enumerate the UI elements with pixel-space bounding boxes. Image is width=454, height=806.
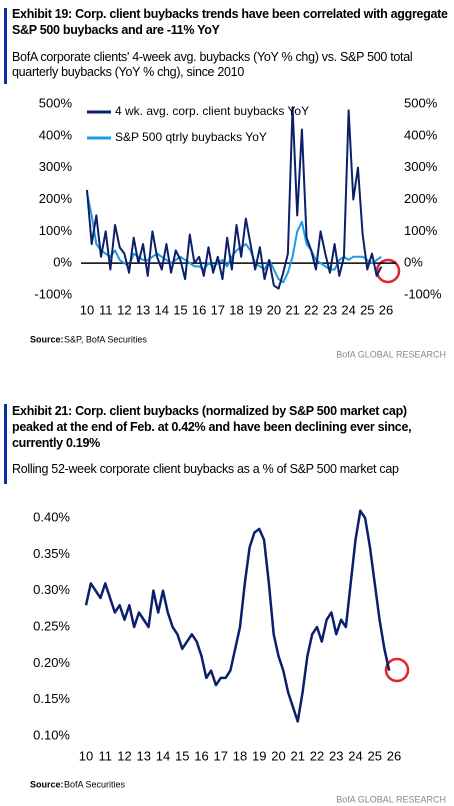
y-tick-label: 0.20% xyxy=(33,655,70,670)
x-tick-label: 19 xyxy=(248,302,262,317)
x-tick-label: 17 xyxy=(214,748,228,763)
source: BofA Securities xyxy=(64,779,126,789)
x-tick-label: 17 xyxy=(211,302,225,317)
x-tick-label: 23 xyxy=(329,748,343,763)
x-tick-label: 18 xyxy=(233,748,247,763)
y2-tick-label: 200% xyxy=(404,191,438,206)
source: S&P, BofA Securities xyxy=(64,334,147,344)
x-tick-label: 19 xyxy=(252,748,266,763)
legend-label: 4 wk. avg. corp. client buybacks YoY xyxy=(115,104,309,118)
x-tick-label: 10 xyxy=(80,302,94,317)
y-tick-label: 0.40% xyxy=(33,509,70,524)
x-tick-label: 21 xyxy=(285,302,299,317)
x-tick-label: 22 xyxy=(304,302,318,317)
x-tick-label: 20 xyxy=(271,748,285,763)
x-tick-label: 16 xyxy=(192,302,206,317)
x-tick-label: 26 xyxy=(387,748,401,763)
accent-bar xyxy=(4,8,7,84)
x-tick-label: 16 xyxy=(194,748,208,763)
series-line xyxy=(86,106,383,290)
series-line xyxy=(84,509,391,723)
x-tick-label: 25 xyxy=(368,748,382,763)
y-tick-label: 100% xyxy=(39,223,73,238)
y-tick-label: 400% xyxy=(39,127,73,142)
chart-title: Exhibit 19: Corp. client buybacks trends… xyxy=(12,7,448,37)
x-tick-label: 13 xyxy=(136,302,150,317)
highlight-circle xyxy=(384,657,410,683)
x-tick-label: 14 xyxy=(156,748,170,763)
chart-subtitle: BofA corporate clients' 4-week avg. buyb… xyxy=(12,50,413,79)
x-tick-label: 24 xyxy=(348,748,362,763)
chart-title: Exhibit 21: Corp. client buybacks (norma… xyxy=(12,404,412,450)
x-tick-label: 15 xyxy=(173,302,187,317)
y2-tick-label: 300% xyxy=(404,159,438,174)
x-tick-label: 26 xyxy=(379,302,393,317)
y2-tick-label: -100% xyxy=(404,286,442,301)
x-tick-label: 12 xyxy=(117,302,131,317)
source-label: Source: xyxy=(30,334,64,344)
x-tick-label: 12 xyxy=(117,748,131,763)
y-tick-label: -100% xyxy=(34,286,72,301)
x-tick-label: 11 xyxy=(99,748,113,763)
x-tick-label: 25 xyxy=(360,302,374,317)
x-tick-label: 23 xyxy=(323,302,337,317)
x-tick-label: 20 xyxy=(267,302,281,317)
y2-tick-label: 500% xyxy=(404,95,438,110)
y-tick-label: 0.35% xyxy=(33,546,70,561)
highlight-circle xyxy=(375,258,401,284)
x-tick-label: 11 xyxy=(99,302,113,317)
y2-tick-label: 100% xyxy=(404,223,438,238)
y-tick-label: 0.25% xyxy=(33,618,70,633)
x-tick-label: 13 xyxy=(137,748,151,763)
y-tick-label: 0% xyxy=(53,255,72,270)
y-tick-label: 200% xyxy=(39,191,73,206)
x-tick-label: 22 xyxy=(310,748,324,763)
y-tick-label: 0.10% xyxy=(33,727,70,742)
y2-tick-label: 0% xyxy=(404,255,423,270)
footer: BofA GLOBAL RESEARCH xyxy=(336,349,446,359)
y-tick-label: 0.30% xyxy=(33,582,70,597)
y-tick-label: 500% xyxy=(39,95,73,110)
x-tick-label: 21 xyxy=(291,748,305,763)
source-label: Source: xyxy=(30,779,64,789)
x-tick-label: 24 xyxy=(341,302,355,317)
y-tick-label: 0.15% xyxy=(33,691,70,706)
x-tick-label: 18 xyxy=(229,302,243,317)
footer: BofA GLOBAL RESEARCH xyxy=(336,794,446,804)
accent-bar xyxy=(4,404,7,484)
chart-subtitle: Rolling 52-week corporate client buyback… xyxy=(12,462,399,476)
y2-tick-label: 400% xyxy=(404,127,438,142)
y-tick-label: 300% xyxy=(39,159,73,174)
x-tick-label: 10 xyxy=(79,748,93,763)
legend-label: S&P 500 qtrly buybacks YoY xyxy=(115,130,267,144)
x-tick-label: 15 xyxy=(175,748,189,763)
x-tick-label: 14 xyxy=(155,302,169,317)
